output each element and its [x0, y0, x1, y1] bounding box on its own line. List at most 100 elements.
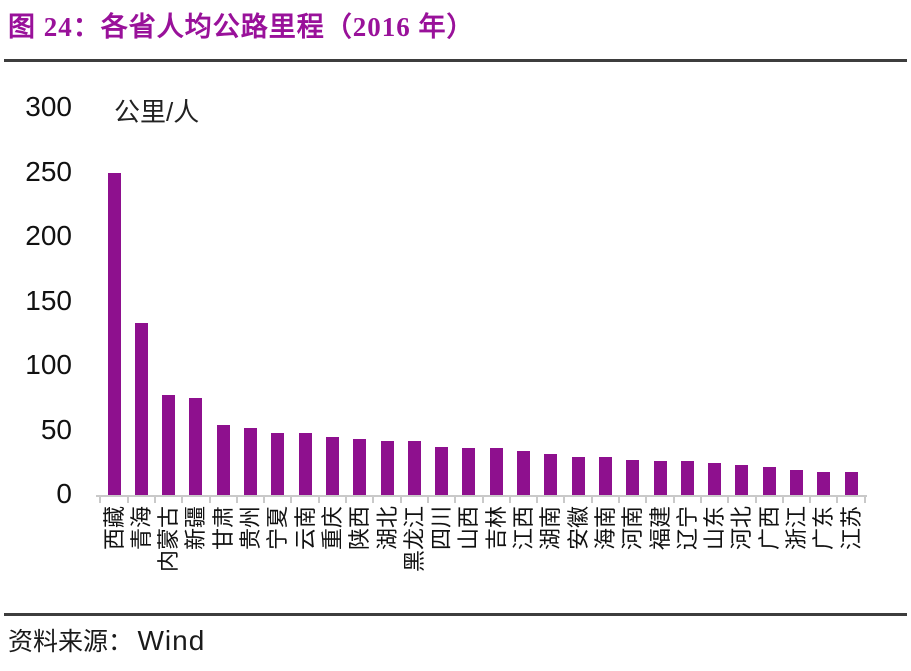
bar-浙江	[790, 470, 803, 495]
x-axis-tick	[372, 495, 374, 503]
y-axis-tick-label: 0	[56, 478, 72, 509]
bar-chart: 公里/人 0 50 100 150 200 250 300 西藏 青海 内蒙古 新疆 甘肃 贵州 宁夏 云南…	[25, 91, 867, 573]
bar-青海	[135, 323, 148, 495]
bar-广东	[817, 472, 830, 495]
y-axis-unit-label: 公里/人	[114, 97, 200, 127]
x-axis-label: 贵州	[238, 506, 263, 551]
y-axis-tick-label: 50	[40, 414, 72, 445]
y-axis-tick-label: 150	[25, 285, 72, 316]
bar-西藏	[108, 173, 121, 495]
bar-江西	[517, 451, 530, 495]
x-axis-tick	[318, 495, 320, 503]
y-axis-tick-label: 200	[25, 220, 72, 251]
x-axis-tick	[782, 495, 784, 503]
bar-陕西	[353, 439, 366, 495]
x-axis-tick	[181, 495, 183, 503]
x-axis-tick	[755, 495, 757, 503]
y-axis-tick-label: 100	[25, 349, 72, 380]
source-label: 资料来源：	[8, 629, 134, 656]
source-divider-line	[4, 613, 907, 616]
bar-湖南	[544, 454, 557, 495]
x-axis-label: 青海	[129, 506, 154, 551]
x-axis-line	[96, 495, 867, 497]
x-axis-label: 宁夏	[265, 506, 290, 551]
x-axis-label: 陕西	[347, 506, 372, 551]
bar-重庆	[326, 437, 339, 495]
x-axis-tick	[482, 495, 484, 503]
x-axis-label: 四川	[429, 506, 454, 551]
x-axis-tick	[809, 495, 811, 503]
x-axis-label: 浙江	[784, 506, 809, 551]
y-axis-tick-label: 300	[25, 91, 72, 122]
bar-贵州	[244, 428, 257, 495]
x-axis-label: 山东	[702, 506, 727, 551]
bar-宁夏	[271, 433, 284, 495]
x-axis-tick	[99, 495, 101, 503]
x-axis-tick	[591, 495, 593, 503]
x-axis-tick	[427, 495, 429, 503]
x-axis-label: 江西	[511, 506, 536, 551]
x-axis-tick	[618, 495, 620, 503]
x-axis-label: 黑龙江	[402, 506, 427, 573]
x-axis-label: 江苏	[839, 506, 864, 551]
bar-甘肃	[217, 425, 230, 495]
bar-江苏	[845, 472, 858, 495]
bar-山西	[462, 448, 475, 495]
bar-内蒙古	[162, 395, 175, 495]
x-axis-label: 河北	[729, 506, 754, 551]
x-axis-tick	[154, 495, 156, 503]
x-axis-tick	[400, 495, 402, 503]
x-axis-label: 西藏	[102, 506, 127, 551]
x-axis-tick	[209, 495, 211, 503]
x-axis-tick	[345, 495, 347, 503]
title-divider-line	[4, 59, 907, 62]
x-axis-label: 安徽	[566, 506, 591, 551]
bar-河南	[626, 460, 639, 495]
x-axis-tick	[536, 495, 538, 503]
bar-海南	[599, 457, 612, 495]
x-axis-tick	[263, 495, 265, 503]
bar-福建	[654, 461, 667, 495]
bar-吉林	[490, 448, 503, 495]
x-axis-label: 重庆	[320, 506, 345, 551]
x-axis-label: 吉林	[484, 506, 509, 551]
source-row: 资料来源： Wind	[8, 622, 205, 662]
x-axis-tick	[645, 495, 647, 503]
x-axis-label: 海南	[593, 506, 618, 551]
bar-河北	[735, 465, 748, 495]
x-axis-label: 新疆	[183, 506, 208, 551]
x-axis-label: 山西	[456, 506, 481, 551]
bar-云南	[299, 433, 312, 495]
x-axis-tick	[454, 495, 456, 503]
x-axis-tick	[563, 495, 565, 503]
x-axis-tick	[836, 495, 838, 503]
bar-四川	[435, 447, 448, 495]
y-axis-tick-label: 250	[25, 156, 72, 187]
x-axis-tick	[864, 495, 866, 503]
x-axis-tick	[727, 495, 729, 503]
x-axis-label: 内蒙古	[156, 506, 181, 573]
x-axis-tick	[290, 495, 292, 503]
x-axis-label: 云南	[293, 506, 318, 551]
x-axis-tick	[700, 495, 702, 503]
x-axis-tick	[127, 495, 129, 503]
x-axis-tick	[509, 495, 511, 503]
x-axis-tick	[673, 495, 675, 503]
x-axis-label: 福建	[648, 506, 673, 551]
bar-山东	[708, 463, 721, 495]
figure-title: 图 24：各省人均公路里程（2016 年）	[8, 12, 475, 42]
x-axis-label: 甘肃	[211, 506, 236, 551]
x-axis-label: 辽宁	[675, 506, 700, 551]
x-axis-tick	[236, 495, 238, 503]
x-axis-label: 广西	[757, 506, 782, 551]
bar-广西	[763, 467, 776, 495]
x-axis-label: 广东	[811, 506, 836, 551]
bar-湖北	[381, 441, 394, 495]
source-value: Wind	[137, 625, 206, 656]
x-axis-label: 湖北	[375, 506, 400, 551]
bar-新疆	[189, 398, 202, 495]
x-axis-label: 河南	[620, 506, 645, 551]
bar-辽宁	[681, 461, 694, 495]
bar-黑龙江	[408, 441, 421, 495]
